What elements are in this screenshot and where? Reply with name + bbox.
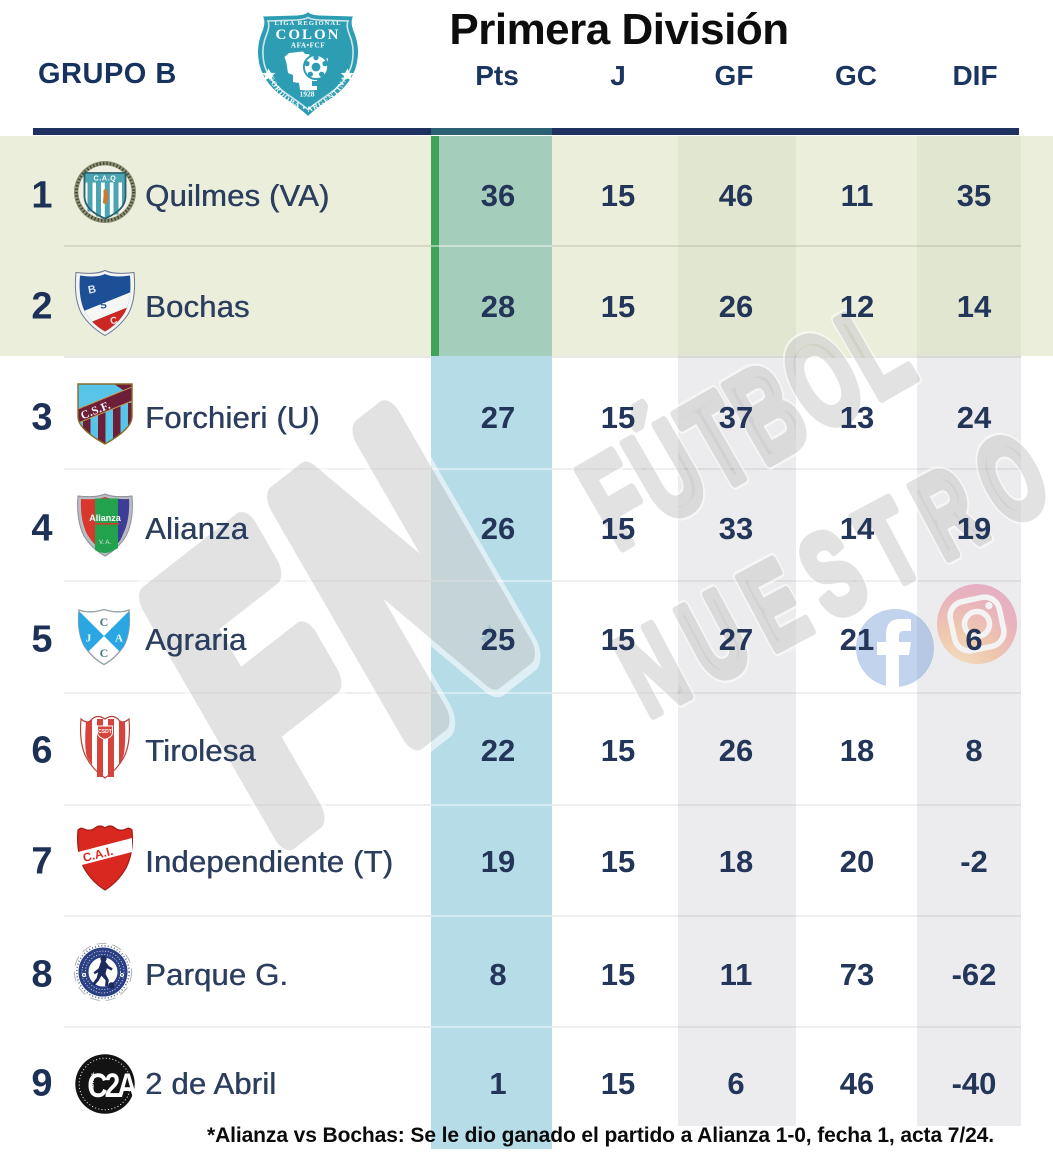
svg-text:S: S: [99, 300, 108, 312]
svg-text:C: C: [100, 646, 109, 660]
svg-text:V. A.: V. A.: [99, 540, 111, 546]
svg-text:AFA•FCF: AFA•FCF: [291, 42, 325, 50]
svg-text:C2A: C2A: [87, 1066, 136, 1104]
svg-text:COLON: COLON: [275, 27, 340, 43]
svg-text:C.A.Q: C.A.Q: [94, 174, 117, 183]
svg-text:C: C: [100, 615, 109, 629]
svg-text:A: A: [115, 633, 123, 645]
svg-text:1928: 1928: [300, 90, 315, 99]
svg-text:B: B: [87, 283, 97, 296]
svg-text:LIGA REGIONAL: LIGA REGIONAL: [274, 20, 341, 27]
svg-text:Alianza: Alianza: [89, 513, 122, 523]
svg-text:MUTUAL: MUTUAL: [90, 1072, 95, 1091]
svg-text:J: J: [86, 633, 92, 645]
svg-text:C: C: [109, 315, 118, 327]
svg-text:CSDT: CSDT: [98, 729, 112, 735]
